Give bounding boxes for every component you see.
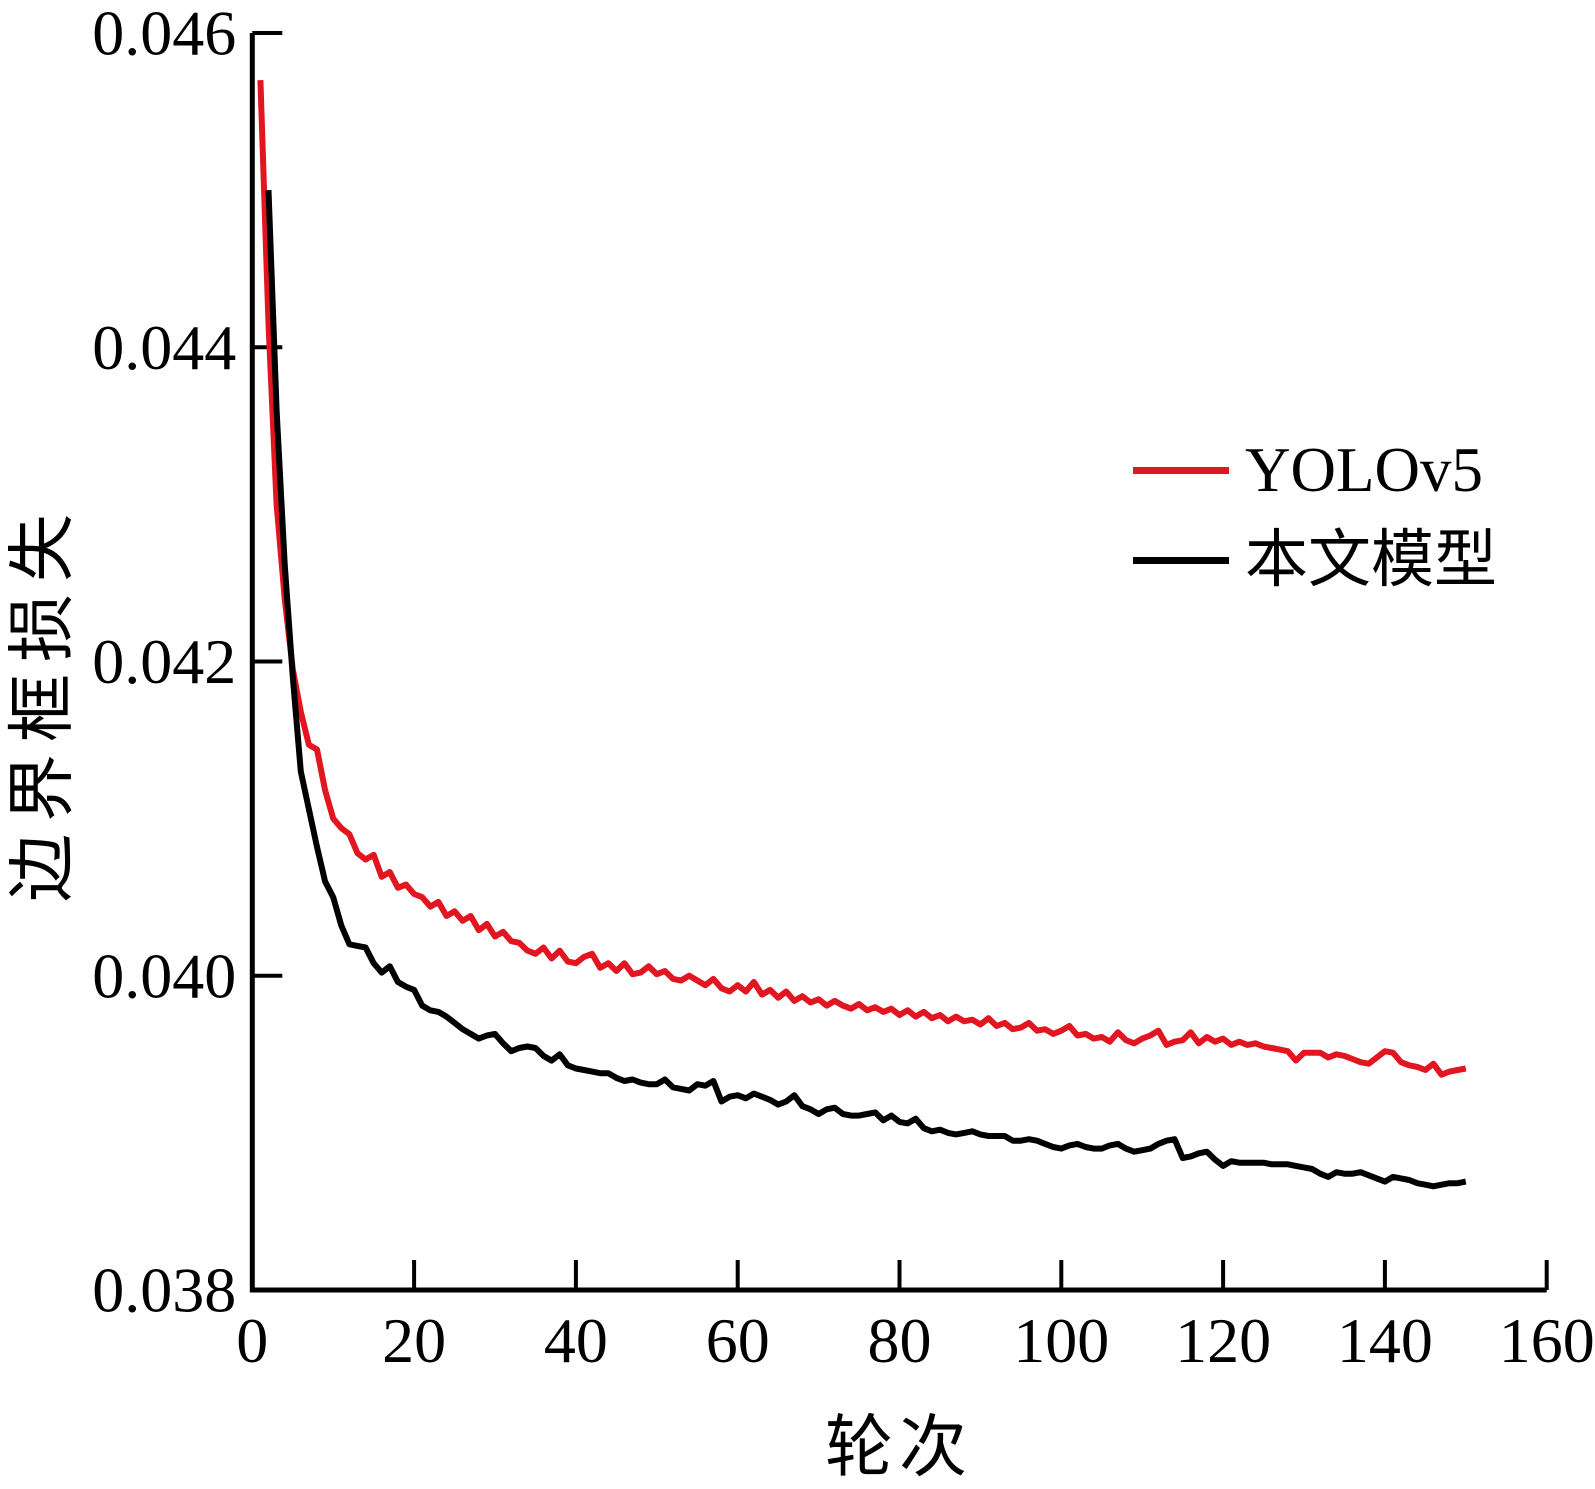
y-tick-label: 0.044 xyxy=(92,312,236,383)
x-tick-label: 20 xyxy=(382,1305,446,1376)
yolov5-line-swatch xyxy=(1133,466,1229,474)
x-axis-label: 轮次 xyxy=(824,1409,974,1486)
y-axis-label: 边界框损失 xyxy=(4,501,81,903)
y-tick-label: 0.040 xyxy=(92,940,236,1011)
legend-label-yolov5: YOLOv5 xyxy=(1245,434,1483,505)
proposed-model-curve xyxy=(265,189,1467,1190)
legend: YOLOv5 本文模型 xyxy=(1133,437,1497,593)
y-tick-label: 0.038 xyxy=(92,1255,236,1326)
axes-spines xyxy=(249,33,1547,1293)
x-tick-label: 160 xyxy=(1499,1305,1595,1376)
y-tick-label: 0.042 xyxy=(92,626,236,697)
x-tick-label: 80 xyxy=(868,1305,932,1376)
x-tick-label: 100 xyxy=(1013,1305,1109,1376)
x-tick-label: 60 xyxy=(706,1305,770,1376)
legend-label-proposed-model: 本文模型 xyxy=(1245,524,1497,595)
x-tick-label: 120 xyxy=(1175,1305,1271,1376)
x-tick-label: 0 xyxy=(236,1305,268,1376)
yolov5-curve xyxy=(257,80,1467,1078)
y-tick-label: 0.046 xyxy=(92,0,236,69)
x-tick-label: 140 xyxy=(1337,1305,1433,1376)
proposed-model-line-swatch xyxy=(1133,556,1229,564)
x-tick-label: 40 xyxy=(544,1305,608,1376)
legend-item-yolov5: YOLOv5 xyxy=(1133,437,1497,503)
legend-item-proposed-model: 本文模型 xyxy=(1133,527,1497,593)
